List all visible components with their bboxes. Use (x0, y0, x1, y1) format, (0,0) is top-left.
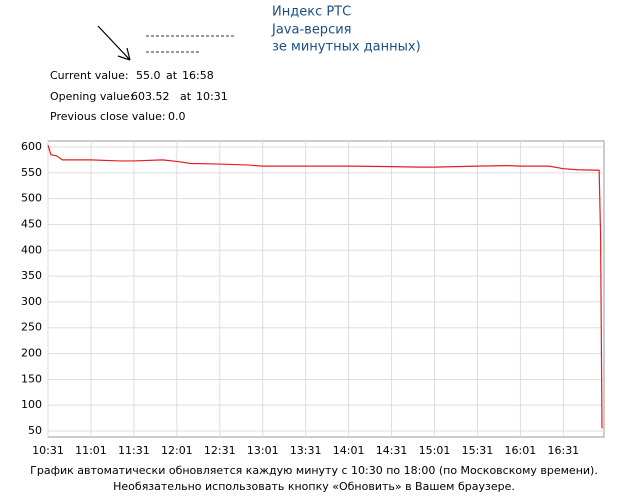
x-tick-label: 12:31 (204, 444, 236, 457)
info-at: at (180, 90, 192, 103)
y-tick-label: 350 (21, 269, 42, 282)
y-tick-label: 300 (21, 295, 42, 308)
x-tick-label: 14:01 (333, 444, 365, 457)
x-tick-label: 10:31 (32, 444, 64, 457)
header-line: Индекс РТС (272, 5, 351, 20)
x-tick-label: 11:31 (118, 444, 150, 457)
info-time: 16:58 (182, 69, 214, 82)
x-tick-label: 15:01 (419, 444, 451, 457)
y-tick-label: 150 (21, 372, 42, 385)
info-value: 0.0 (168, 110, 186, 123)
info-label: Opening value: (50, 90, 134, 103)
y-tick-label: 250 (21, 321, 42, 334)
arrow (97, 25, 131, 61)
x-tick-label: 13:01 (247, 444, 279, 457)
x-tick-label: 15:31 (462, 444, 494, 457)
x-tick-label: 16:01 (505, 444, 537, 457)
y-tick-label: 50 (28, 424, 42, 437)
line (47, 145, 603, 429)
x-tick-label: 14:31 (376, 444, 408, 457)
header-line: Java-версия (271, 23, 351, 38)
y-tick-label: 100 (21, 398, 42, 411)
footer-line: Необязательно использовать кнопку «Обнов… (113, 480, 515, 493)
info-label: Previous close value: (50, 110, 166, 123)
y-tick-label: 200 (21, 347, 42, 360)
logo-scribble (146, 35, 234, 53)
info-at: at (166, 69, 178, 82)
header-line: зе минутных данных) (272, 40, 421, 55)
info-time: 10:31 (196, 90, 228, 103)
y-tick-label: 600 (21, 140, 42, 153)
y-tick-label: 400 (21, 243, 42, 256)
plot-area (47, 140, 605, 438)
footer-line: График автоматически обновляется каждую … (30, 464, 598, 477)
y-tick-label: 450 (21, 217, 42, 230)
info-value: 55.0 (136, 69, 161, 82)
info-value: 603.52 (131, 90, 170, 103)
info-label: Current value: (50, 69, 129, 82)
x-tick-label: 12:01 (161, 444, 193, 457)
x-tick-label: 16:31 (547, 444, 579, 457)
y-tick-label: 550 (21, 166, 42, 179)
x-tick-label: 13:31 (290, 444, 322, 457)
x-tick-label: 11:01 (75, 444, 107, 457)
y-tick-label: 500 (21, 192, 42, 205)
